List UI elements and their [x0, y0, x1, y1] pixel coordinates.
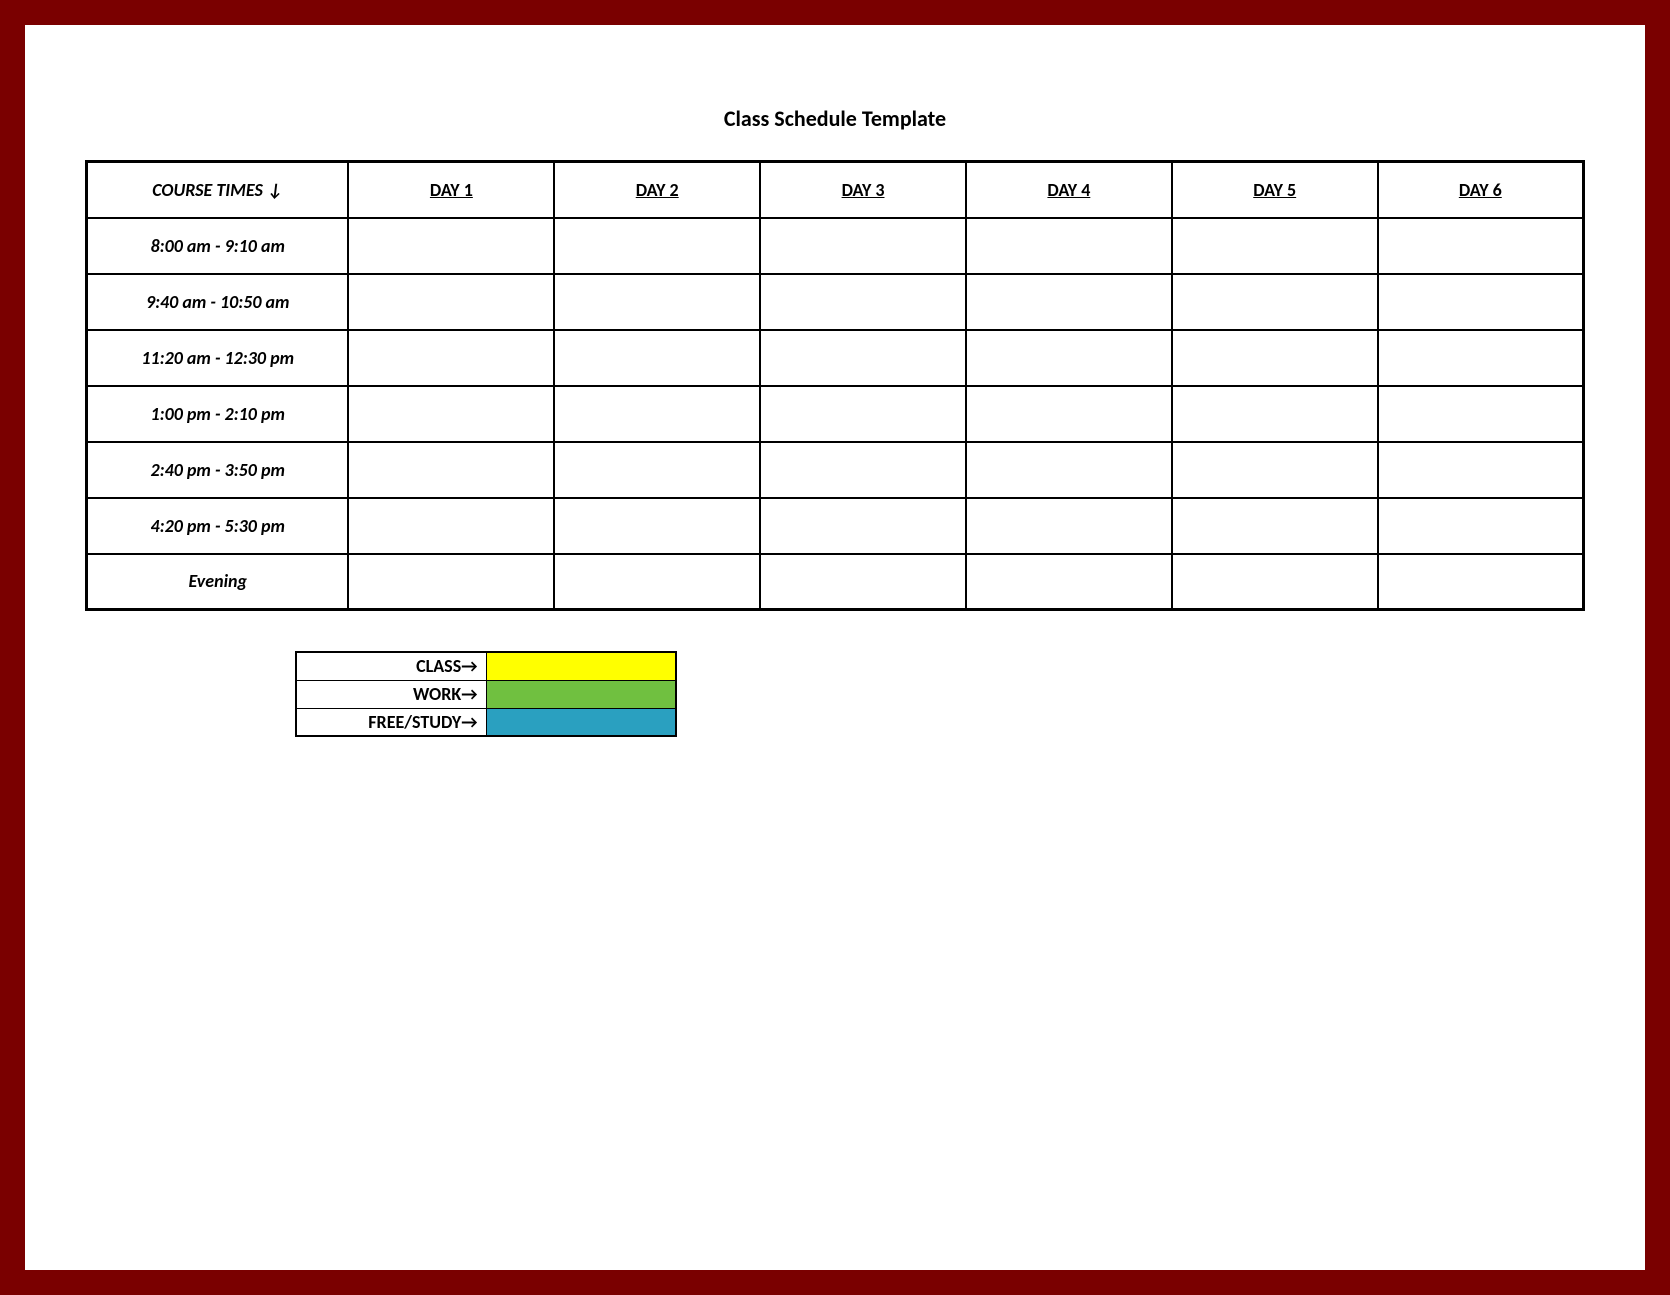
- table-row: 8:00 am - 9:10 am: [87, 218, 1584, 274]
- table-row: 9:40 am - 10:50 am: [87, 274, 1584, 330]
- day-header-2: DAY 2: [554, 162, 760, 218]
- schedule-cell: [1378, 274, 1584, 330]
- day-header-6: DAY 6: [1378, 162, 1584, 218]
- time-cell: 11:20 am - 12:30 pm: [87, 330, 349, 386]
- schedule-cell: [1172, 442, 1378, 498]
- schedule-cell: [1378, 386, 1584, 442]
- schedule-cell: [554, 498, 760, 554]
- course-times-header: COURSE TIMES ↓: [87, 162, 349, 218]
- page-title: Class Schedule Template: [85, 105, 1585, 132]
- time-cell: Evening: [87, 554, 349, 610]
- schedule-cell: [348, 330, 554, 386]
- schedule-cell: [1378, 442, 1584, 498]
- time-cell: 1:00 pm - 2:10 pm: [87, 386, 349, 442]
- legend-color-class: [486, 652, 676, 680]
- schedule-cell: [966, 554, 1172, 610]
- legend-label-free: FREE/STUDY→: [296, 708, 486, 736]
- schedule-cell: [966, 218, 1172, 274]
- table-row: 11:20 am - 12:30 pm: [87, 330, 1584, 386]
- schedule-cell: [348, 442, 554, 498]
- schedule-cell: [1172, 330, 1378, 386]
- table-row: 4:20 pm - 5:30 pm: [87, 498, 1584, 554]
- schedule-cell: [760, 218, 966, 274]
- schedule-cell: [554, 386, 760, 442]
- schedule-cell: [554, 442, 760, 498]
- schedule-body: 8:00 am - 9:10 am 9:40 am - 10:50 am: [87, 218, 1584, 610]
- schedule-table: COURSE TIMES ↓ DAY 1 DAY 2 DAY 3 DAY 4 D…: [85, 160, 1585, 611]
- legend-wrapper: CLASS→ WORK→ FREE/STUDY→: [295, 651, 1585, 737]
- schedule-cell: [760, 274, 966, 330]
- schedule-cell: [760, 554, 966, 610]
- table-row: Evening: [87, 554, 1584, 610]
- schedule-cell: [1172, 386, 1378, 442]
- legend-label-work: WORK→: [296, 680, 486, 708]
- time-cell: 8:00 am - 9:10 am: [87, 218, 349, 274]
- schedule-cell: [348, 274, 554, 330]
- schedule-cell: [1378, 498, 1584, 554]
- table-row: 2:40 pm - 3:50 pm: [87, 442, 1584, 498]
- schedule-cell: [348, 386, 554, 442]
- legend-row-class: CLASS→: [296, 652, 676, 680]
- day-header-3: DAY 3: [760, 162, 966, 218]
- schedule-cell: [348, 498, 554, 554]
- legend-color-work: [486, 680, 676, 708]
- schedule-cell: [760, 330, 966, 386]
- legend-color-free: [486, 708, 676, 736]
- schedule-cell: [966, 386, 1172, 442]
- schedule-cell: [554, 274, 760, 330]
- schedule-cell: [1172, 218, 1378, 274]
- time-cell: 4:20 pm - 5:30 pm: [87, 498, 349, 554]
- schedule-cell: [1378, 330, 1584, 386]
- schedule-cell: [966, 274, 1172, 330]
- header-row: COURSE TIMES ↓ DAY 1 DAY 2 DAY 3 DAY 4 D…: [87, 162, 1584, 218]
- schedule-cell: [1378, 554, 1584, 610]
- table-row: 1:00 pm - 2:10 pm: [87, 386, 1584, 442]
- legend-label-class: CLASS→: [296, 652, 486, 680]
- legend-row-free: FREE/STUDY→: [296, 708, 676, 736]
- schedule-cell: [1172, 554, 1378, 610]
- schedule-cell: [1172, 498, 1378, 554]
- schedule-cell: [760, 386, 966, 442]
- time-cell: 2:40 pm - 3:50 pm: [87, 442, 349, 498]
- schedule-cell: [1378, 218, 1584, 274]
- schedule-cell: [554, 330, 760, 386]
- inner-page: Class Schedule Template COURSE TIMES ↓ D…: [25, 25, 1645, 1270]
- day-header-4: DAY 4: [966, 162, 1172, 218]
- schedule-cell: [554, 218, 760, 274]
- outer-frame: Class Schedule Template COURSE TIMES ↓ D…: [0, 0, 1670, 1295]
- schedule-cell: [348, 218, 554, 274]
- time-cell: 9:40 am - 10:50 am: [87, 274, 349, 330]
- schedule-cell: [760, 498, 966, 554]
- schedule-cell: [966, 330, 1172, 386]
- day-header-1: DAY 1: [348, 162, 554, 218]
- schedule-cell: [348, 554, 554, 610]
- schedule-cell: [1172, 274, 1378, 330]
- schedule-cell: [760, 442, 966, 498]
- legend-row-work: WORK→: [296, 680, 676, 708]
- schedule-cell: [966, 498, 1172, 554]
- day-header-5: DAY 5: [1172, 162, 1378, 218]
- schedule-cell: [554, 554, 760, 610]
- legend-table: CLASS→ WORK→ FREE/STUDY→: [295, 651, 677, 737]
- schedule-cell: [966, 442, 1172, 498]
